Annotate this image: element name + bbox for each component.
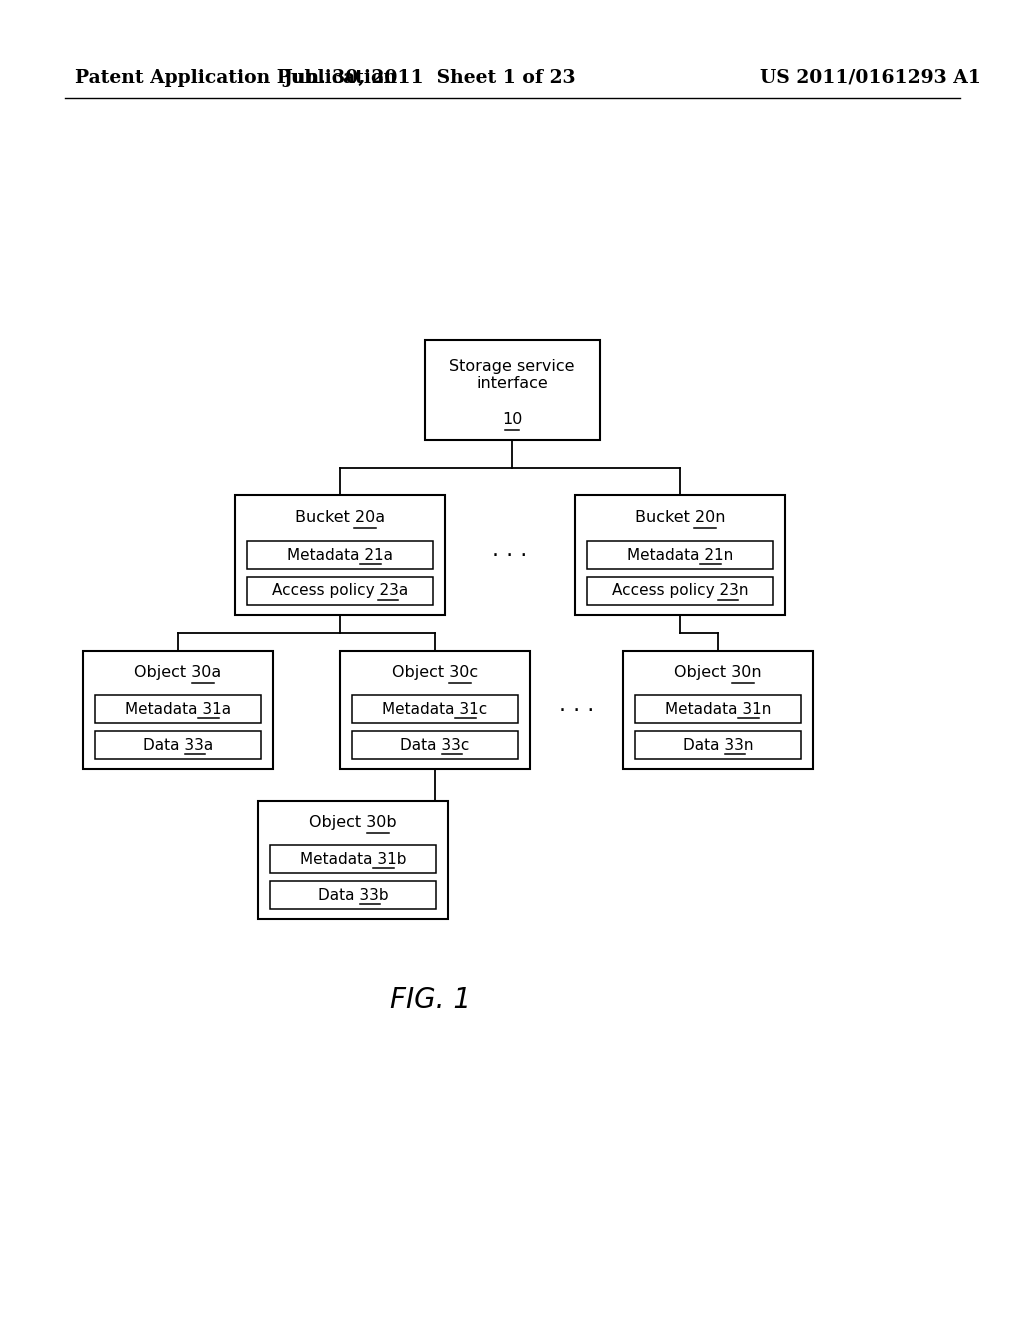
- Text: Jun. 30, 2011  Sheet 1 of 23: Jun. 30, 2011 Sheet 1 of 23: [284, 69, 577, 87]
- Bar: [587, 541, 773, 569]
- Bar: [234, 495, 445, 615]
- Bar: [247, 541, 433, 569]
- Text: Metadata 21a: Metadata 21a: [287, 548, 393, 562]
- Text: . . .: . . .: [493, 540, 527, 560]
- Text: Bucket 20n: Bucket 20n: [635, 511, 725, 525]
- Text: Access policy 23a: Access policy 23a: [272, 583, 409, 598]
- Text: Metadata 31a: Metadata 31a: [125, 701, 231, 717]
- Text: Data 33a: Data 33a: [143, 738, 213, 752]
- Bar: [352, 696, 518, 723]
- Bar: [587, 577, 773, 605]
- Text: Metadata 31b: Metadata 31b: [300, 851, 407, 866]
- Text: Metadata 31n: Metadata 31n: [665, 701, 771, 717]
- Text: Data 33b: Data 33b: [317, 887, 388, 903]
- Text: Data 33c: Data 33c: [400, 738, 470, 752]
- Text: 10: 10: [502, 412, 522, 428]
- Text: Patent Application Publication: Patent Application Publication: [75, 69, 397, 87]
- Bar: [635, 696, 801, 723]
- Bar: [95, 696, 261, 723]
- Text: Object 30n: Object 30n: [674, 665, 762, 681]
- Text: Bucket 20a: Bucket 20a: [295, 511, 385, 525]
- Text: Metadata 31c: Metadata 31c: [382, 701, 487, 717]
- Text: US 2011/0161293 A1: US 2011/0161293 A1: [760, 69, 980, 87]
- Bar: [623, 651, 813, 770]
- Text: . . .: . . .: [559, 696, 594, 715]
- Text: Object 30c: Object 30c: [392, 665, 478, 681]
- Bar: [95, 731, 261, 759]
- Bar: [425, 341, 599, 440]
- Text: Storage service
interface: Storage service interface: [450, 359, 574, 391]
- Bar: [352, 731, 518, 759]
- Bar: [83, 651, 273, 770]
- Text: Object 30b: Object 30b: [309, 816, 397, 830]
- Text: Data 33n: Data 33n: [683, 738, 754, 752]
- Bar: [247, 577, 433, 605]
- Text: Access policy 23n: Access policy 23n: [611, 583, 749, 598]
- Bar: [575, 495, 785, 615]
- Bar: [635, 731, 801, 759]
- Bar: [258, 801, 449, 919]
- Text: Object 30a: Object 30a: [134, 665, 221, 681]
- Bar: [270, 845, 436, 873]
- Text: Metadata 21n: Metadata 21n: [627, 548, 733, 562]
- Bar: [340, 651, 530, 770]
- Bar: [270, 880, 436, 909]
- Text: FIG. 1: FIG. 1: [389, 986, 470, 1014]
